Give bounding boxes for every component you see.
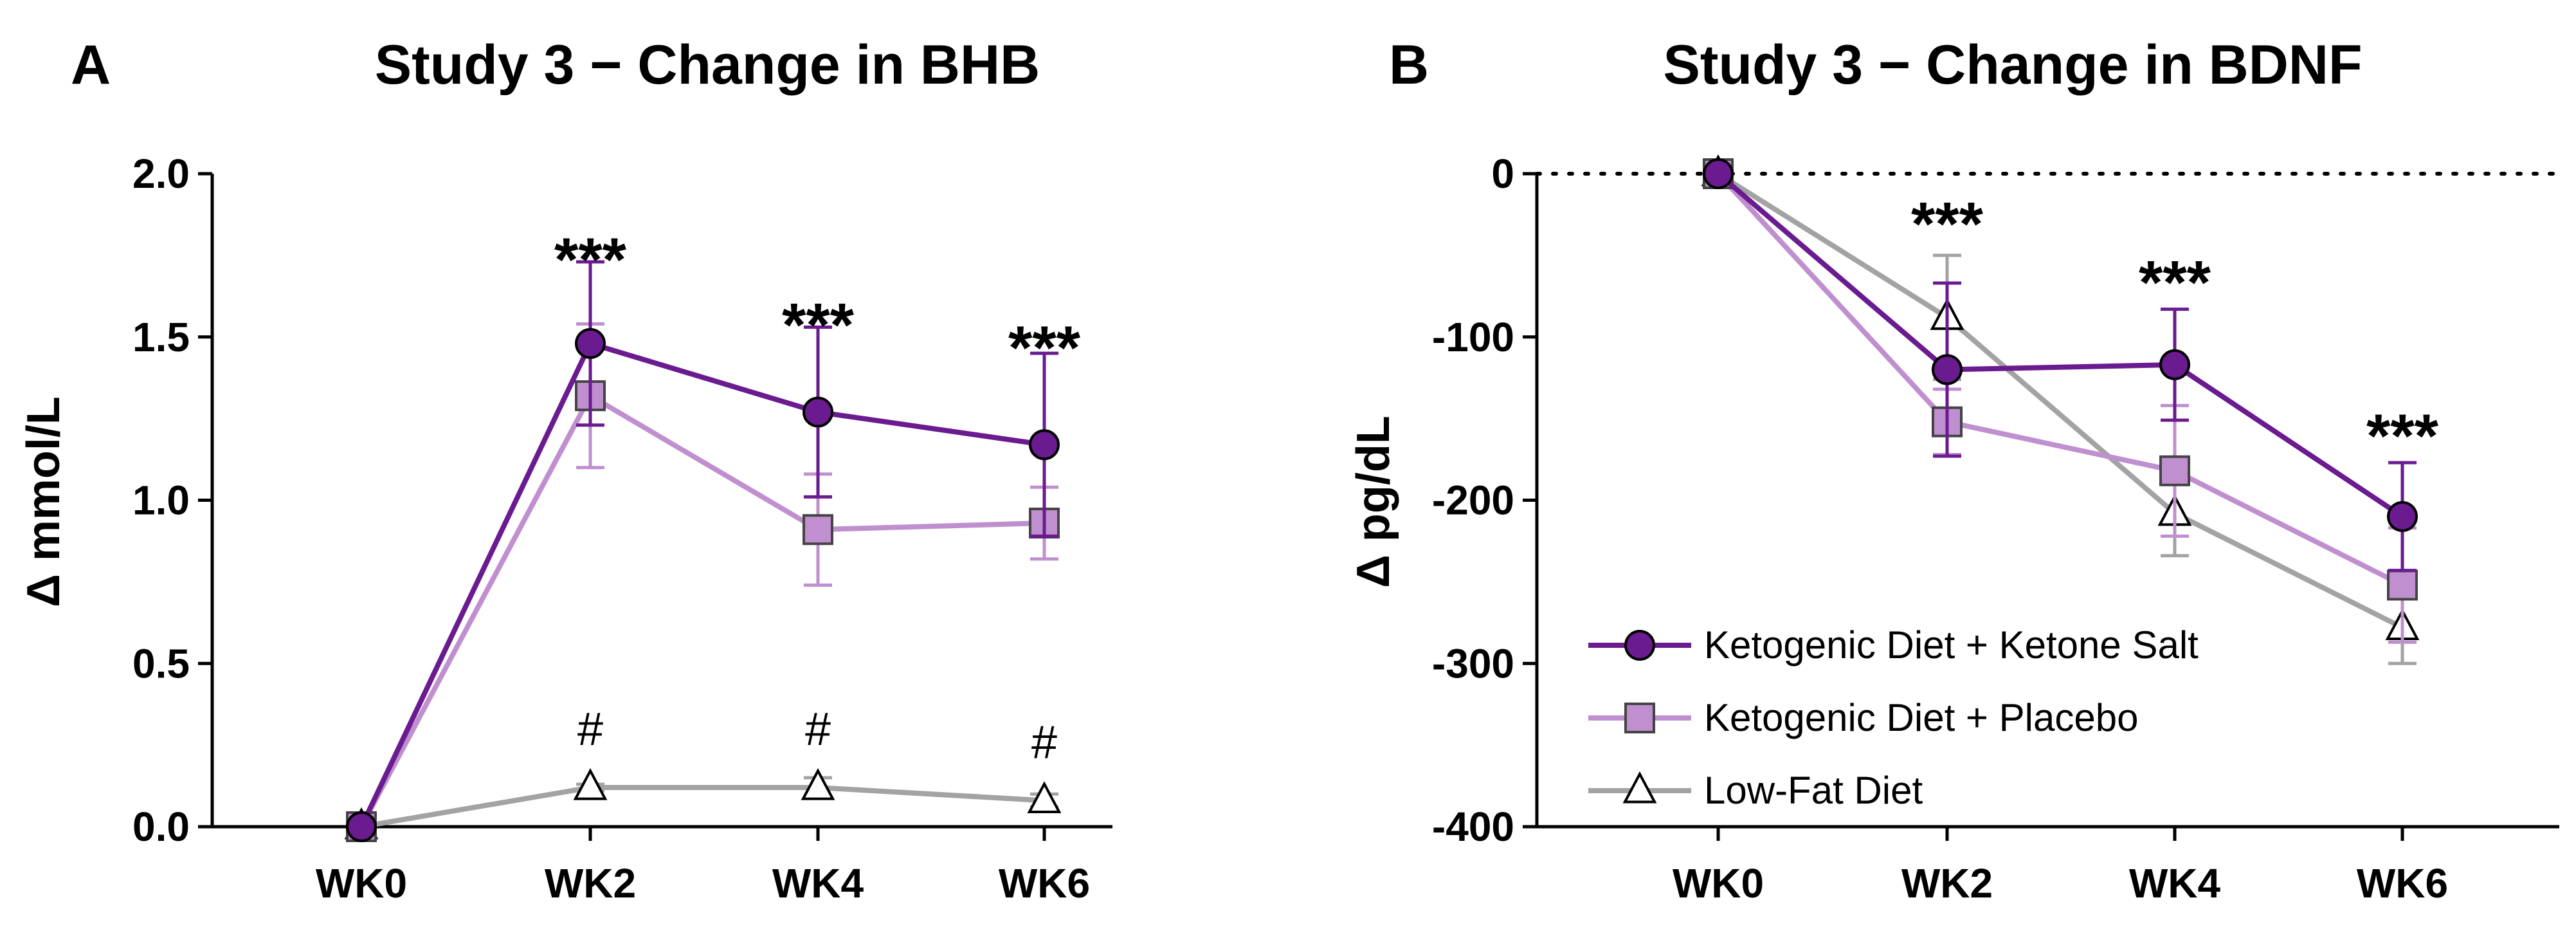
y-tick-label: 2.0: [132, 151, 190, 197]
significance-annotation: ***: [2139, 248, 2211, 317]
x-tick-label: WK0: [316, 860, 407, 906]
series-line: [359, 392, 1045, 828]
panel-a: A Study 3 − Change in BHB Δ mmol/L 0.00.…: [18, 34, 1112, 906]
legend-marker: [1624, 703, 1655, 733]
legend: Ketogenic Diet + Ketone Salt Ketogenic Di…: [1588, 623, 2199, 812]
data-point: [803, 396, 833, 428]
series-line: [359, 340, 1045, 828]
data-point: [2387, 569, 2418, 601]
series-line: [1716, 171, 2404, 519]
series-0: [1703, 158, 2418, 573]
data-point: [1703, 158, 1734, 189]
data-point: [803, 514, 833, 546]
y-tick-label: -200: [1432, 477, 1514, 524]
series-line: [361, 785, 1045, 829]
data-point: [2387, 501, 2418, 532]
series-2: [1701, 154, 2420, 665]
legend-label: Low-Fat Diet: [1704, 769, 1923, 812]
panel-b-letter: B: [1389, 34, 1429, 96]
panel-b-ylabel: Δ pg/dL: [1348, 416, 1399, 588]
y-tick-label: 1.5: [132, 314, 190, 360]
data-point: [575, 327, 606, 359]
data-point: [2159, 455, 2190, 486]
x-tick-label: WK0: [1673, 860, 1764, 906]
panel-a-plot: 0.0 0.5 1.0 1.5 2.0 WK0 WK2 WK4 WK6 *** *** *** # # #: [132, 151, 1112, 906]
y-tick-label: 0: [1491, 151, 1514, 197]
legend-marker: [1622, 771, 1657, 804]
series-0: [346, 260, 1060, 842]
data-point: [1029, 429, 1060, 461]
panel-b: B Study 3 − Change in BDNF Δ pg/dL 0 -100…: [1348, 34, 2561, 906]
significance-annotation: ***: [2366, 402, 2439, 471]
significance-annotation: ***: [554, 226, 627, 295]
legend-entry: Ketogenic Diet + Ketone Salt: [1588, 623, 2199, 667]
y-tick-label: 0.5: [132, 640, 190, 686]
legend-label: Ketogenic Diet + Placebo: [1704, 696, 2138, 739]
significance-annotation: ***: [782, 291, 855, 360]
data-point: [346, 811, 377, 842]
significance-annotation: #: [805, 704, 831, 755]
series-line: [1716, 171, 2404, 630]
data-point: [801, 768, 835, 800]
data-point: [2159, 349, 2190, 380]
x-tick-label: WK4: [2129, 860, 2221, 906]
x-tick-label: WK2: [545, 860, 636, 906]
legend-label: Ketogenic Diet + Ketone Salt: [1704, 623, 2199, 667]
y-tick-label: 1.0: [132, 477, 190, 524]
series-line: [1716, 172, 2404, 588]
panel-a-title: Study 3 − Change in BHB: [375, 34, 1040, 96]
panel-a-ylabel: Δ mmol/L: [18, 396, 69, 607]
y-tick-label: -300: [1432, 640, 1514, 686]
legend-entry: Ketogenic Diet + Placebo: [1588, 696, 2138, 739]
legend-entry: Low-Fat Diet: [1588, 769, 1923, 812]
x-tick-label: WK2: [1901, 860, 1993, 906]
legend-marker: [1624, 630, 1655, 661]
data-point: [1027, 781, 1062, 813]
y-tick-label: 0.0: [132, 804, 190, 850]
x-tick-label: WK4: [772, 860, 864, 906]
significance-annotation: ***: [1911, 190, 1984, 259]
panel-b-plot: 0 -100 -200 -300 -400 WK0 WK2 WK4 WK6 *** *** ***: [1432, 151, 2561, 906]
panel-b-title: Study 3 − Change in BDNF: [1663, 34, 2362, 96]
significance-annotation: ***: [1008, 314, 1081, 383]
x-tick-label: WK6: [2357, 860, 2448, 906]
series-1: [346, 322, 1060, 842]
significance-annotation: #: [577, 704, 603, 755]
significance-annotation: #: [1031, 717, 1057, 768]
series-1: [1703, 158, 2418, 644]
y-tick-label: -100: [1432, 314, 1514, 360]
data-point: [1932, 354, 1963, 385]
y-tick-label: -400: [1432, 804, 1514, 850]
panel-a-letter: A: [71, 34, 111, 96]
data-point: [573, 768, 608, 800]
x-tick-label: WK6: [999, 860, 1090, 906]
